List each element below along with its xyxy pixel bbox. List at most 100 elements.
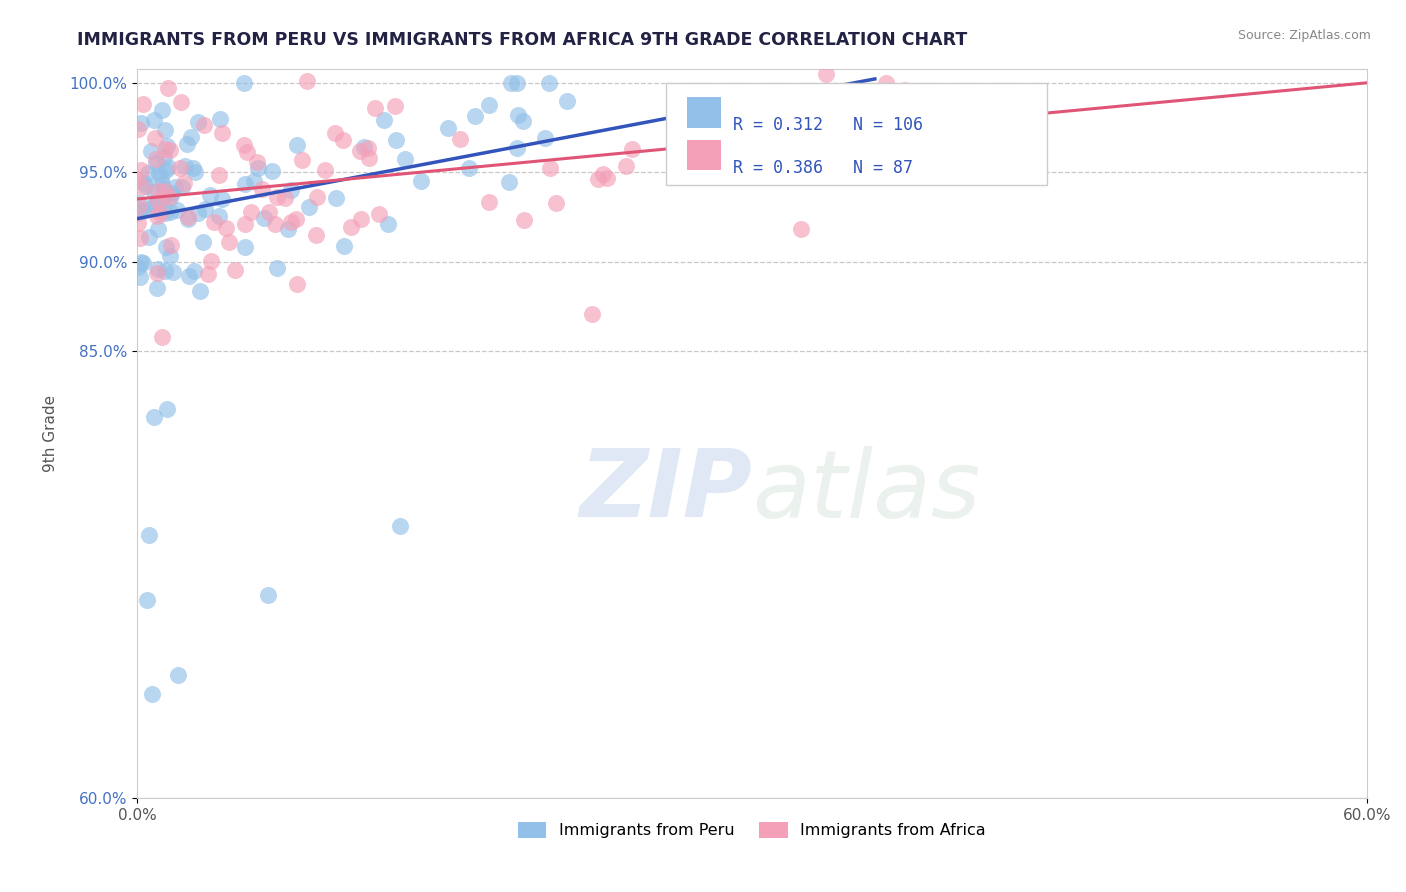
Point <box>211 192 233 206</box>
Point <box>595 170 617 185</box>
Point <box>146 194 169 208</box>
Point <box>159 205 181 219</box>
Point <box>165 179 187 194</box>
Point <box>449 132 471 146</box>
Point <box>167 668 190 682</box>
Point <box>148 166 170 180</box>
Point <box>498 175 520 189</box>
Point <box>197 267 219 281</box>
Legend: Immigrants from Peru, Immigrants from Africa: Immigrants from Peru, Immigrants from Af… <box>512 815 993 845</box>
Point <box>159 143 181 157</box>
Point <box>266 261 288 276</box>
Point <box>233 138 256 153</box>
Point <box>142 185 165 199</box>
Point <box>136 593 159 607</box>
Point <box>478 194 501 209</box>
Point <box>138 230 160 244</box>
Point <box>264 217 287 231</box>
Point <box>146 281 169 295</box>
Point <box>156 402 179 417</box>
Point <box>314 162 336 177</box>
Point <box>252 211 274 225</box>
Point <box>166 202 188 217</box>
Point <box>297 74 319 88</box>
Point <box>368 206 391 220</box>
Point <box>131 255 153 269</box>
Point <box>298 200 321 214</box>
Point <box>177 210 200 224</box>
Point <box>181 161 204 175</box>
Point <box>215 221 238 235</box>
Point <box>177 268 200 283</box>
Point <box>508 107 530 121</box>
Point <box>218 235 240 249</box>
Point <box>127 260 149 274</box>
Text: R = 0.386   N = 87: R = 0.386 N = 87 <box>734 159 914 177</box>
Point <box>177 211 200 226</box>
Point <box>246 161 269 175</box>
Point <box>169 161 191 175</box>
Point <box>813 100 835 114</box>
Point <box>127 122 149 136</box>
Point <box>143 198 166 212</box>
Text: atlas: atlas <box>752 446 980 537</box>
Point <box>132 203 155 218</box>
Point <box>533 131 555 145</box>
Point <box>135 178 157 193</box>
Point <box>202 215 225 229</box>
Point <box>129 163 152 178</box>
Point <box>852 122 875 136</box>
Point <box>187 115 209 129</box>
Point <box>373 113 395 128</box>
FancyBboxPatch shape <box>686 139 721 170</box>
Point <box>131 96 153 111</box>
Text: Source: ZipAtlas.com: Source: ZipAtlas.com <box>1237 29 1371 42</box>
Point <box>129 116 152 130</box>
Point <box>512 212 534 227</box>
Point <box>388 519 411 533</box>
Point <box>208 112 231 126</box>
Point <box>194 202 217 216</box>
Point <box>458 161 481 175</box>
Point <box>250 182 273 196</box>
Point <box>148 184 170 198</box>
Point <box>305 190 328 204</box>
Text: IMMIGRANTS FROM PERU VS IMMIGRANTS FROM AFRICA 9TH GRADE CORRELATION CHART: IMMIGRANTS FROM PERU VS IMMIGRANTS FROM … <box>77 31 967 49</box>
Point <box>357 151 380 165</box>
Point <box>157 161 180 175</box>
Point <box>128 196 150 211</box>
Point <box>741 142 763 156</box>
Point <box>157 187 180 202</box>
Point <box>184 164 207 178</box>
Point <box>280 183 302 197</box>
Point <box>325 191 347 205</box>
Point <box>153 142 176 156</box>
Point <box>132 176 155 190</box>
Point <box>146 266 169 280</box>
Point <box>129 269 152 284</box>
Point <box>894 83 917 97</box>
Point <box>790 221 813 235</box>
Point <box>842 142 865 156</box>
Point <box>143 130 166 145</box>
Point <box>149 171 172 186</box>
Point <box>150 178 173 192</box>
Point <box>233 240 256 254</box>
Point <box>232 76 254 90</box>
Point <box>384 99 406 113</box>
Point <box>160 186 183 201</box>
Point <box>142 409 165 424</box>
Point <box>363 101 385 115</box>
Point <box>506 141 529 155</box>
Point <box>193 118 215 132</box>
Point <box>146 209 169 223</box>
Point <box>357 141 380 155</box>
Point <box>614 159 637 173</box>
Point <box>211 127 233 141</box>
Point <box>512 114 534 128</box>
Point <box>145 156 167 170</box>
Point <box>546 196 568 211</box>
Point <box>259 205 281 219</box>
Point <box>125 206 148 220</box>
Point <box>150 103 173 117</box>
